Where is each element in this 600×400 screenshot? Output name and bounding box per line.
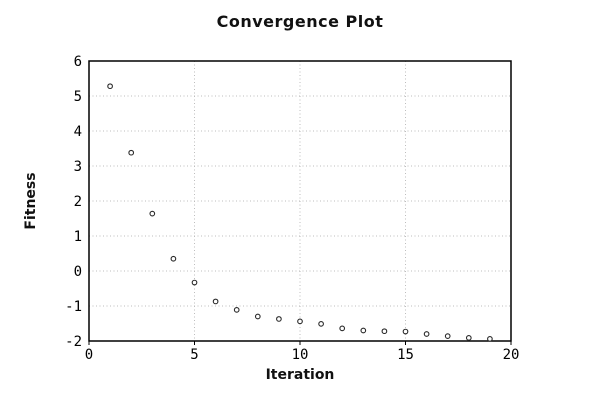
chart-title: Convergence Plot [216, 12, 384, 31]
data-point-marker [128, 149, 135, 156]
data-point-marker [297, 318, 303, 325]
data-point-marker [339, 325, 346, 332]
data-point-marker [170, 255, 177, 262]
data-point-marker [233, 307, 240, 313]
x-tick-label: 5 [190, 347, 198, 363]
data-point-marker [254, 313, 261, 320]
y-tick-label: 5 [74, 89, 82, 105]
x-tick-label: 15 [397, 347, 414, 363]
x-tick-label: 20 [503, 347, 520, 363]
y-tick-label: -2 [65, 334, 82, 350]
data-point-marker [360, 327, 367, 334]
y-tick-label: 1 [74, 229, 82, 245]
y-tick-label: 2 [74, 194, 82, 210]
y-tick-label: 4 [74, 124, 82, 140]
data-point-marker [381, 328, 388, 335]
data-point-marker [487, 336, 493, 342]
y-tick-label: -1 [65, 299, 82, 315]
y-tick-label: 0 [74, 264, 82, 280]
y-tick-label: 6 [74, 54, 82, 70]
y-tick-label: 3 [74, 159, 82, 175]
data-point-marker [444, 333, 451, 339]
x-axis-label: Iteration [265, 367, 335, 383]
data-point-marker [212, 298, 219, 305]
data-point-marker [423, 331, 430, 337]
data-point-marker [107, 83, 113, 90]
data-point-marker [402, 328, 409, 335]
data-point-marker [318, 321, 324, 327]
data-point-marker [465, 335, 472, 341]
data-point-marker [276, 316, 282, 322]
data-point-marker [191, 279, 198, 286]
x-tick-label: 10 [292, 347, 309, 363]
x-tick-label: 0 [85, 347, 93, 363]
data-point-marker [149, 210, 156, 217]
